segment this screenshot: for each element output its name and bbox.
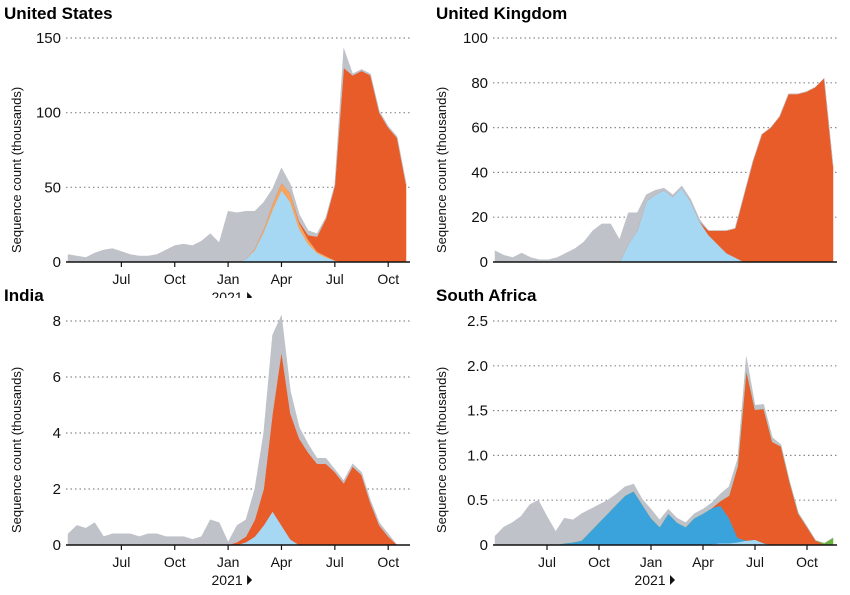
us-year-label: 2021 [212,289,243,298]
sa-ytick-label: 1.0 [467,447,488,464]
us-ytick-label: 150 [36,30,61,47]
sa-ytick-label: 2.0 [467,358,488,375]
us-xtick-label: Jul [326,271,344,287]
india-year-label: 2021 [212,572,243,588]
sa-panel-title: South Africa [436,286,537,305]
us-xtick-label: Oct [377,271,399,287]
india-ytick-label: 0 [53,537,61,554]
uk-ytick-label: 80 [471,75,488,92]
india-xtick-label: Jan [217,554,240,570]
us-xtick-label: Oct [164,271,186,287]
us-ytick-label: 50 [44,179,61,196]
us-ytick-label: 0 [53,254,61,271]
us-ytick-label: 100 [36,105,61,122]
uk-ytick-label: 100 [463,30,488,47]
us-panel-title: United States [4,4,113,23]
sa-xtick-label: Apr [692,554,714,570]
sa-ytick-label: 0 [480,537,488,554]
india-xtick-label: Apr [271,554,293,570]
sa-xtick-label: Oct [588,554,610,570]
sa-chart: 0 0.5 1.0 1.5 2.0 2.5 Jul Oct Jan Apr Jul Oct 2021 [467,313,837,588]
india-xtick-label: Jul [326,554,344,570]
india-ytick-label: 2 [53,481,61,498]
sa-ytick-label: 0.5 [467,492,488,509]
us-xtick-label: Jan [217,271,240,287]
sa-ytick-label: 2.5 [467,313,488,330]
us-xtick-label: Jul [112,271,130,287]
india-year-arrow-icon [247,575,253,585]
india-xtick-label: Jul [112,554,130,570]
us-year-arrow-icon [247,292,253,298]
india-panel-title: India [4,286,44,305]
uk-ytick-label: 60 [471,120,488,137]
india-area-delta [68,351,406,546]
sa-xtick-label: Oct [796,554,818,570]
india-ytick-label: 8 [53,313,61,330]
uk-ytick-label: 0 [480,254,488,271]
uk-ytick-label: 40 [471,164,488,181]
sa-area-other [494,356,834,546]
sa-xtick-label: Jan [640,554,663,570]
sa-ytick-label: 1.5 [467,403,488,420]
india-xtick-label: Oct [377,554,399,570]
us-chart: 0 50 100 150 Jul Oct Jan Apr Jul Oct 2021 [36,30,410,298]
uk-panel-title: United Kingdom [436,4,568,23]
sa-year-label: 2021 [634,572,665,588]
us-xtick-label: Apr [271,271,293,287]
india-chart: 0 2 4 6 8 Jul Oct Jan Apr Jul Oct 2021 [53,313,410,588]
india-xtick-label: Oct [164,554,186,570]
uk-chart: 0 20 40 60 80 100 [463,30,837,271]
india-ytick-label: 6 [53,369,61,386]
sa-xtick-label: Jul [746,554,764,570]
sa-xtick-label: Jul [538,554,556,570]
india-ytick-label: 4 [53,425,61,442]
uk-ytick-label: 20 [471,209,488,226]
sa-year-arrow-icon [670,575,675,585]
